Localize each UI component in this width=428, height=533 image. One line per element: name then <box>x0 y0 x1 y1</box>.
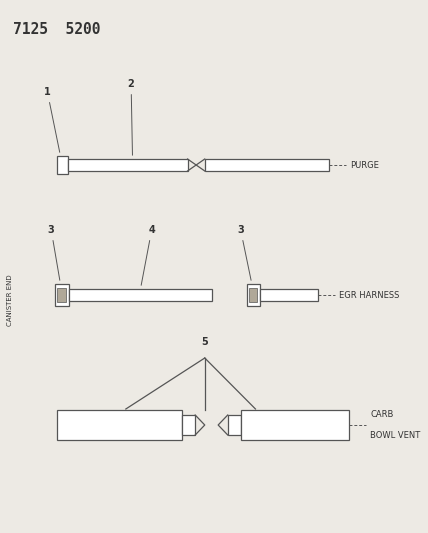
Bar <box>205 159 329 171</box>
Text: 3: 3 <box>48 225 60 280</box>
Text: PURGE: PURGE <box>350 160 379 169</box>
Text: 2: 2 <box>128 79 134 155</box>
Bar <box>57 410 182 440</box>
Text: 7125  5200: 7125 5200 <box>13 22 101 37</box>
Text: 1: 1 <box>44 87 60 152</box>
Bar <box>241 410 349 440</box>
Text: 3: 3 <box>237 225 251 280</box>
Text: CARB: CARB <box>370 410 394 419</box>
Bar <box>228 415 241 435</box>
Text: CANISTER END: CANISTER END <box>6 274 12 326</box>
Bar <box>249 288 257 302</box>
Bar <box>57 288 66 302</box>
Bar <box>69 289 212 301</box>
Bar <box>260 289 318 301</box>
Bar <box>57 156 68 174</box>
Bar <box>247 284 260 306</box>
Text: 4: 4 <box>141 225 155 285</box>
Bar <box>56 284 69 306</box>
Text: EGR HARNESS: EGR HARNESS <box>339 290 399 300</box>
Text: 5: 5 <box>202 337 208 347</box>
Bar <box>68 159 187 171</box>
Text: BOWL VENT: BOWL VENT <box>370 431 421 440</box>
Bar <box>182 415 195 435</box>
